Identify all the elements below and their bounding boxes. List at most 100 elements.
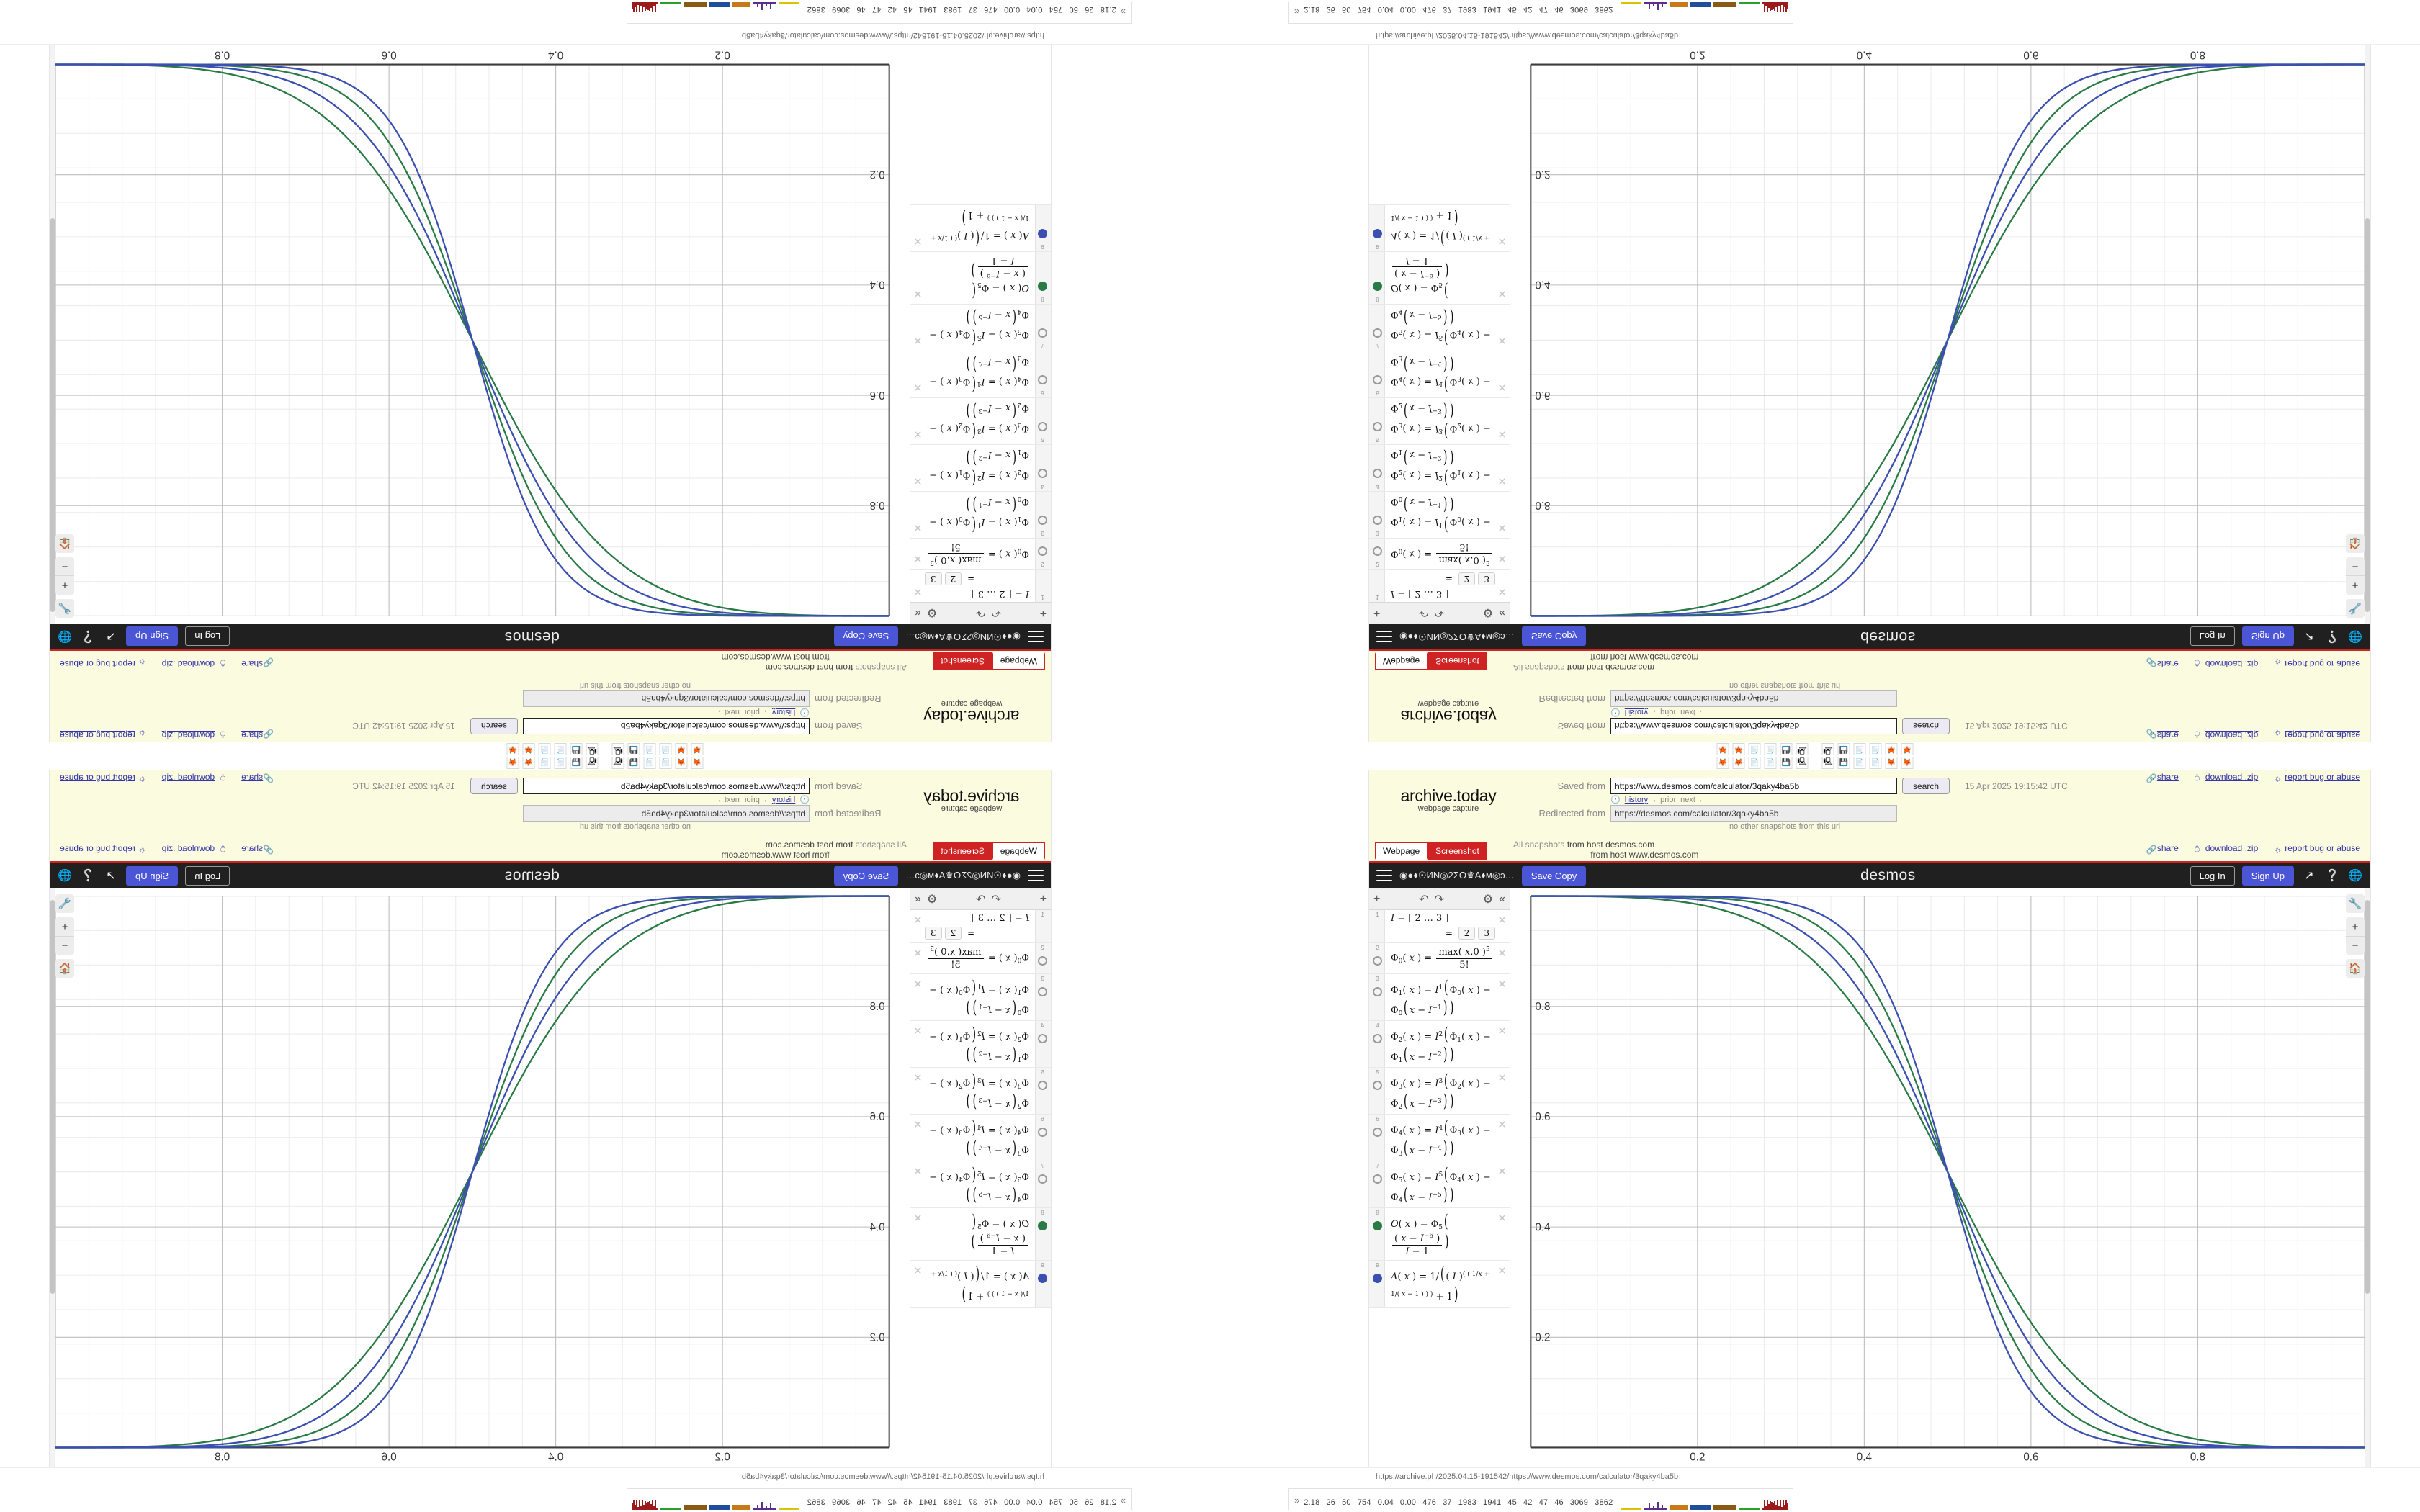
- help-icon[interactable]: ❔: [2325, 630, 2339, 642]
- archive-tab-screenshot[interactable]: Screenshot: [933, 842, 992, 860]
- terminal-icon[interactable]: 🖳: [611, 757, 624, 769]
- log-in-button[interactable]: Log In: [2190, 626, 2235, 647]
- add-expression-button[interactable]: +: [1373, 607, 1381, 620]
- expression-math[interactable]: I = [ 2 … 3 ] = 23: [910, 570, 1035, 602]
- document-icon[interactable]: 📄: [659, 757, 672, 769]
- document-icon[interactable]: 📄: [554, 743, 567, 755]
- expression-math[interactable]: Φ5( x ) = I5(Φ4( x ) − Φ4(x − I−5)): [1391, 307, 1491, 348]
- archive-tab-webpage[interactable]: Webpage: [992, 842, 1045, 860]
- archive-share-link-top[interactable]: 🔗share: [2146, 772, 2179, 783]
- floppy-disk-icon[interactable]: 💾: [570, 743, 583, 755]
- home-icon[interactable]: 🏠: [2346, 534, 2365, 553]
- archive-tab-webpage[interactable]: Webpage: [992, 652, 1045, 670]
- terminal-icon[interactable]: 🖳: [611, 743, 624, 755]
- archive-tab-webpage[interactable]: Webpage: [1375, 652, 1428, 670]
- graph-canvas[interactable]: 0.2 0.4 0.6 0.8 0.2 0.4 0.6 0.8: [50, 45, 910, 624]
- expression-visibility-toggle[interactable]: [1373, 328, 1382, 338]
- language-icon[interactable]: 🌐: [58, 630, 72, 642]
- archive-snapshot-host-2[interactable]: from host www.desmos.com: [721, 850, 830, 860]
- expression-visibility-toggle[interactable]: [1038, 375, 1047, 384]
- delete-expression-icon[interactable]: ✕: [1497, 948, 1507, 960]
- firefox-icon[interactable]: 🦊: [675, 743, 688, 755]
- graph-panel[interactable]: 0.2 0.4 0.6 0.8 0.2 0.4 0.6 0.8 🔧 + − 🏠: [1510, 45, 2370, 624]
- quadrant-bottom-right[interactable]: 🦊 🦊 📄 📄 💾 🖳 🖳 💾 📄 📄 🦊 🦊 archive.today webpage captu…: [1210, 756, 2420, 1512]
- delete-expression-icon[interactable]: ✕: [913, 1025, 923, 1038]
- archive-download-zip-link[interactable]: ⍥download .zip: [161, 657, 226, 669]
- archive-history-link[interactable]: history: [771, 795, 796, 804]
- firefox-icon[interactable]: 🦊: [675, 757, 688, 769]
- firefox-icon[interactable]: 🦊: [691, 757, 704, 769]
- delete-expression-icon[interactable]: ✕: [1497, 521, 1507, 534]
- expression-math[interactable]: Φ4( x ) = I4(Φ3( x ) − Φ3(x − I−4)): [929, 354, 1029, 395]
- expression-visibility-toggle[interactable]: [1373, 1221, 1382, 1230]
- floppy-disk-icon[interactable]: 💾: [1780, 743, 1793, 755]
- firefox-icon[interactable]: 🦊: [1885, 757, 1898, 769]
- archive-download-zip-link[interactable]: ⍥download .zip: [2194, 843, 2259, 855]
- expression-math[interactable]: Φ4( x ) = I4(Φ3( x ) − Φ3(x − I−4)): [1391, 354, 1491, 395]
- expression-math[interactable]: A( x ) = 1/(( I )( ( 1/x + 1/( x − 1 ) )…: [1391, 1263, 1489, 1304]
- wrench-icon[interactable]: 🔧: [2346, 894, 2365, 913]
- archive-report-bug-link[interactable]: ☼report bug or abuse: [2274, 843, 2360, 855]
- sign-up-button[interactable]: Sign Up: [126, 865, 179, 886]
- archive-snapshot-host-2[interactable]: from host www.desmos.com: [1590, 850, 1699, 860]
- graph-canvas[interactable]: 0.2 0.4 0.6 0.8 0.2 0.4 0.6 0.8: [50, 888, 910, 1467]
- language-icon[interactable]: 🌐: [2348, 630, 2362, 642]
- expression-math[interactable]: Φ5( x ) = I5(Φ4( x ) − Φ4(x − I−5)): [1391, 1164, 1491, 1205]
- expression-math[interactable]: Φ5( x ) = I5(Φ4( x ) − Φ4(x − I−5)): [929, 307, 1029, 348]
- delete-expression-icon[interactable]: ✕: [1497, 474, 1507, 487]
- archive-tabs[interactable]: Webpage Screenshot: [933, 842, 1045, 860]
- expression-math[interactable]: Φ1( x ) = I1(Φ0( x ) − Φ0(x − I−1)): [1391, 495, 1491, 535]
- archive-download-zip-link[interactable]: ⍥download .zip: [161, 843, 226, 855]
- delete-expression-icon[interactable]: ✕: [1497, 1264, 1507, 1277]
- hamburger-menu-icon[interactable]: [1028, 870, 1044, 881]
- archive-tab-webpage[interactable]: Webpage: [1375, 842, 1428, 860]
- document-icon[interactable]: 📄: [643, 757, 656, 769]
- archive-next-link[interactable]: next→: [1680, 708, 1703, 717]
- archive-download-zip-link-top[interactable]: ⍥download .zip: [2194, 772, 2259, 783]
- delete-expression-icon[interactable]: ✕: [1497, 1166, 1507, 1178]
- delete-expression-icon[interactable]: ✕: [913, 521, 923, 534]
- delete-expression-icon[interactable]: ✕: [913, 334, 923, 346]
- delete-expression-icon[interactable]: ✕: [1497, 552, 1507, 564]
- expression-math[interactable]: O( x ) = Φ5(( x − I−6 ) I − 1): [971, 255, 1029, 302]
- archive-history-link[interactable]: history: [1624, 708, 1649, 717]
- undo-icon[interactable]: ↶: [991, 606, 1001, 619]
- expression-row[interactable]: 2 Φ0( x ) = max( x,0 )5 5! ✕: [1369, 943, 1510, 974]
- graph-canvas[interactable]: 0.2 0.4 0.6 0.8 0.2 0.4 0.6 0.8: [1510, 45, 2370, 624]
- archive-snapshot-host-1[interactable]: from host desmos.com: [765, 662, 853, 672]
- expression-math[interactable]: O( x ) = Φ5(( x − I−6 ) I − 1): [1391, 1211, 1449, 1257]
- expression-visibility-toggle[interactable]: [1373, 282, 1382, 291]
- sign-up-button[interactable]: Sign Up: [2241, 865, 2294, 886]
- graph-controls[interactable]: 🔧 + − 🏠: [2346, 534, 2365, 618]
- expression-visibility-toggle[interactable]: [1373, 229, 1382, 239]
- expression-visibility-toggle[interactable]: [1038, 328, 1047, 338]
- expression-row[interactable]: 2 Φ0( x ) = max( x,0 )5 5! ✕: [910, 538, 1051, 569]
- expression-visibility-toggle[interactable]: [1038, 422, 1047, 431]
- expression-math[interactable]: Φ2( x ) = I2(Φ1( x ) − Φ1(x − I−2)): [929, 1024, 1029, 1064]
- sysmon-expand-icon[interactable]: »: [1120, 6, 1126, 18]
- expression-row[interactable]: 2 Φ0( x ) = max( x,0 )5 5! ✕: [910, 943, 1051, 974]
- hamburger-menu-icon[interactable]: [1376, 631, 1392, 642]
- redo-icon[interactable]: ↷: [1434, 606, 1444, 619]
- desmos-document-title[interactable]: ◉●♦☉ИN◎2ΣO♛А♦м◎ɔ…: [905, 631, 1021, 642]
- gear-icon[interactable]: ⚙: [1482, 893, 1494, 906]
- delete-expression-icon[interactable]: ✕: [1497, 1072, 1507, 1084]
- taskbar-icons[interactable]: 🦊 🦊 📄 📄 💾 🖳 🖳 💾 📄 📄 🦊 🦊: [506, 757, 704, 769]
- archive-share-link[interactable]: 🔗share: [2146, 657, 2179, 669]
- zoom-out-icon[interactable]: −: [2346, 557, 2365, 576]
- delete-expression-icon[interactable]: ✕: [1497, 334, 1507, 346]
- desmos-document-title[interactable]: ◉●♦☉ИN◎2ΣO♛А♦м◎ɔ…: [1399, 631, 1515, 642]
